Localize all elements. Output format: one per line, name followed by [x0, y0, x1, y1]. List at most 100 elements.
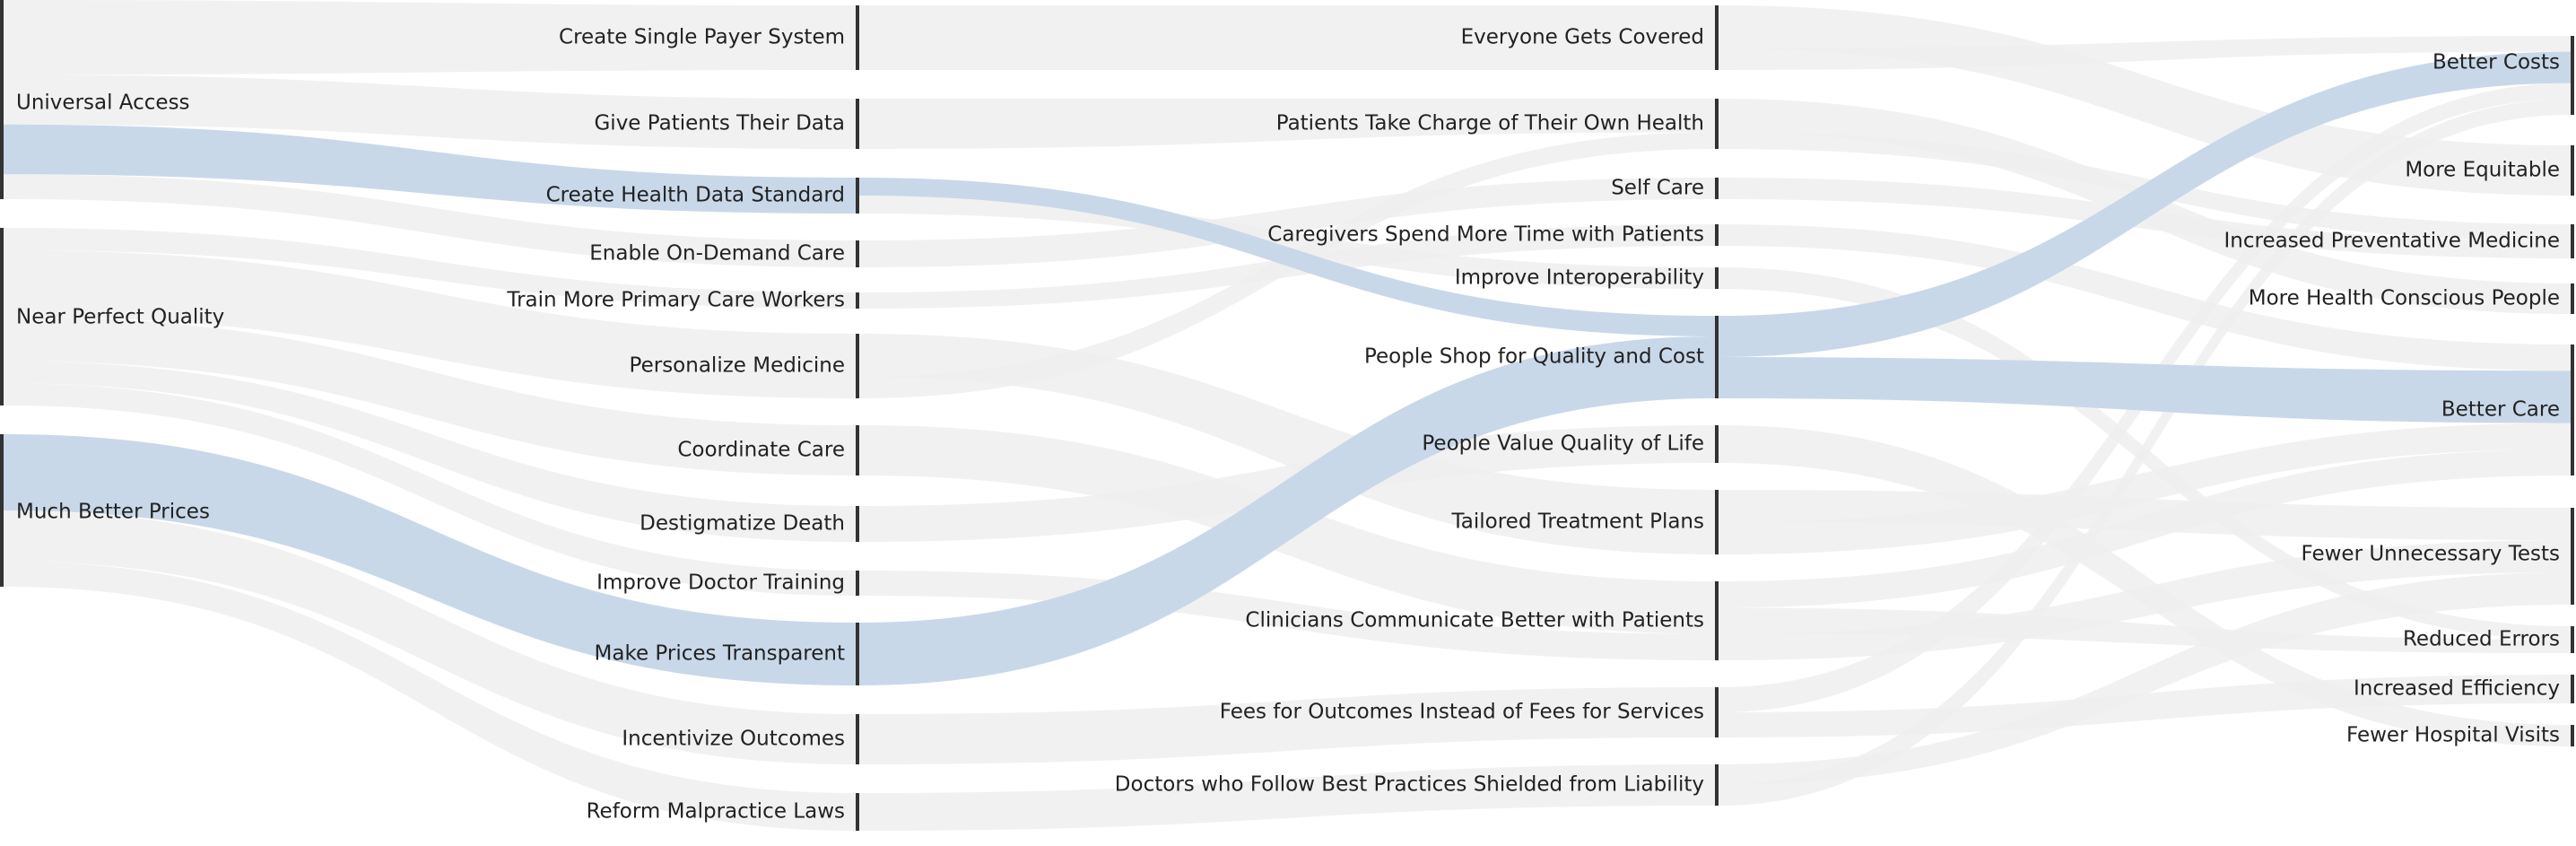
node-label: Personalize Medicine [630, 354, 845, 378]
node-label: Create Health Data Standard [546, 184, 845, 207]
node-make-prices-transparent[interactable]: Make Prices Transparent [595, 623, 859, 685]
node-label: Self Care [1611, 177, 1704, 200]
node-fewer-hospital-visits[interactable]: Fewer Hospital Visits [2346, 724, 2574, 747]
node-label: Tailored Treatment Plans [1451, 510, 1704, 534]
node-fewer-unnecessary-tests[interactable]: Fewer Unnecessary Tests [2302, 508, 2575, 605]
node-coordinate-care[interactable]: Coordinate Care [677, 425, 859, 475]
node-label: Caregivers Spend More Time with Patients [1267, 223, 1704, 247]
node-give-patients-their-data[interactable]: Give Patients Their Data [594, 99, 859, 149]
node-caregivers-spend-more-time[interactable]: Caregivers Spend More Time with Patients [1267, 223, 1719, 247]
node-universal-access[interactable]: Universal Access [0, 0, 190, 199]
link-clinicians-communicate-to-reduced-errors[interactable] [1719, 607, 2571, 653]
link-universal-access-to-create-single-payer-system[interactable] [4, 0, 856, 75]
link-much-better-prices-to-reform-malpractice-laws[interactable] [4, 561, 856, 831]
node-everyone-gets-covered[interactable]: Everyone Gets Covered [1461, 5, 1719, 70]
link-everyone-gets-covered-to-better-costs[interactable] [1719, 36, 2571, 70]
node-incentivize-outcomes[interactable]: Incentivize Outcomes [622, 714, 859, 764]
link-clinicians-communicate-to-better-care[interactable] [1719, 449, 2571, 608]
link-near-perfect-quality-to-train-more-primary-care-workers[interactable] [4, 228, 856, 309]
link-people-shop-to-better-costs[interactable] [1719, 51, 2571, 357]
node-label: Reduced Errors [2403, 628, 2560, 651]
node-tailored-treatment-plans[interactable]: Tailored Treatment Plans [1451, 490, 1719, 554]
link-incentivize-outcomes-to-fees-for-outcomes[interactable] [859, 687, 1715, 764]
node-label: Patients Take Charge of Their Own Health [1276, 112, 1704, 135]
node-people-value-quality-of-life[interactable]: People Value Quality of Life [1422, 425, 1719, 463]
link-near-perfect-quality-to-personalize-medicine[interactable] [4, 249, 856, 398]
link-tailored-treatment-plans-to-better-care[interactable] [1719, 423, 2571, 554]
node-label: Fees for Outcomes Instead of Fees for Se… [1220, 701, 1704, 724]
node-improve-interoperability[interactable]: Improve Interoperability [1455, 266, 1719, 290]
node-bar [1715, 178, 1719, 199]
node-bar [856, 425, 859, 475]
link-create-health-data-standard-to-people-shop[interactable] [859, 178, 1715, 336]
node-label: Improve Doctor Training [596, 571, 845, 595]
link-people-shop-to-better-care[interactable] [1719, 357, 2571, 423]
link-tailored-treatment-plans-to-fewer-unnecessary-tests[interactable] [1719, 490, 2571, 540]
node-reduced-errors[interactable]: Reduced Errors [2403, 626, 2574, 653]
node-label: Enable On-Demand Care [589, 242, 845, 266]
link-near-perfect-quality-to-improve-doctor-training[interactable] [4, 383, 856, 596]
link-universal-access-to-enable-on-demand-care[interactable] [4, 174, 856, 267]
link-near-perfect-quality-to-coordinate-care[interactable] [4, 317, 856, 475]
link-caregivers-spend-more-time-to-better-care[interactable] [1719, 224, 2571, 371]
node-enable-on-demand-care[interactable]: Enable On-Demand Care [589, 240, 859, 267]
link-enable-on-demand-care-to-self-care[interactable] [859, 178, 1715, 267]
link-people-value-quality-of-life-to-fewer-hospital-visits[interactable] [1719, 425, 2571, 746]
node-bar [2571, 725, 2574, 746]
node-much-better-prices[interactable]: Much Better Prices [0, 434, 210, 587]
node-label: Doctors who Follow Best Practices Shield… [1115, 773, 1704, 797]
node-personalize-medicine[interactable]: Personalize Medicine [630, 334, 859, 398]
link-personalize-medicine-to-tailored-treatment-plans[interactable] [859, 334, 1715, 554]
node-clinicians-communicate[interactable]: Clinicians Communicate Better with Patie… [1245, 581, 1719, 660]
node-label: Better Care [2441, 398, 2560, 422]
node-create-health-data-standard[interactable]: Create Health Data Standard [546, 178, 859, 214]
node-bar [2571, 224, 2574, 258]
node-train-more-primary-care-workers[interactable]: Train More Primary Care Workers [506, 289, 859, 312]
link-create-health-data-standard-to-improve-interoperability[interactable] [859, 196, 1715, 289]
link-much-better-prices-to-incentivize-outcomes[interactable] [4, 510, 856, 764]
node-label: People Value Quality of Life [1422, 432, 1704, 456]
node-better-care[interactable]: Better Care [2441, 345, 2574, 475]
node-self-care[interactable]: Self Care [1611, 177, 1719, 200]
node-improve-doctor-training[interactable]: Improve Doctor Training [596, 571, 859, 596]
link-much-better-prices-to-make-prices-transparent[interactable] [4, 434, 856, 685]
link-doctors-shielded-to-better-costs[interactable] [1719, 99, 2571, 806]
link-make-prices-transparent-to-people-shop[interactable] [859, 336, 1715, 685]
node-bar [1715, 267, 1719, 289]
link-create-single-payer-system-to-everyone-gets-covered[interactable] [859, 5, 1715, 70]
link-universal-access-to-give-patients-their-data[interactable] [4, 74, 856, 149]
node-label: Make Prices Transparent [595, 642, 845, 666]
node-label: Train More Primary Care Workers [506, 289, 845, 312]
node-bar [856, 506, 859, 542]
link-reform-malpractice-laws-to-doctors-shielded[interactable] [859, 764, 1715, 831]
node-label: Near Perfect Quality [16, 306, 224, 329]
node-bar [2571, 345, 2574, 475]
link-give-patients-their-data-to-patients-take-charge[interactable] [859, 99, 1715, 149]
node-doctors-shielded[interactable]: Doctors who Follow Best Practices Shield… [1115, 764, 1719, 806]
link-universal-access-to-create-health-data-standard[interactable] [4, 124, 856, 214]
node-bar [0, 228, 4, 406]
node-better-costs[interactable]: Better Costs [2432, 36, 2574, 115]
node-near-perfect-quality[interactable]: Near Perfect Quality [0, 228, 224, 406]
node-patients-take-charge[interactable]: Patients Take Charge of Their Own Health [1276, 99, 1719, 149]
node-label: Destigmatize Death [640, 512, 845, 536]
node-label: Reform Malpractice Laws [587, 800, 845, 824]
node-bar [2571, 283, 2574, 314]
node-destigmatize-death[interactable]: Destigmatize Death [640, 506, 859, 542]
node-people-shop[interactable]: People Shop for Quality and Cost [1364, 316, 1719, 398]
node-label: Fewer Hospital Visits [2346, 724, 2560, 747]
node-label: Increased Efficiency [2354, 677, 2560, 701]
node-more-health-conscious-people[interactable]: More Health Conscious People [2249, 283, 2574, 314]
link-near-perfect-quality-to-destigmatize-death[interactable] [4, 361, 856, 543]
node-create-single-payer-system[interactable]: Create Single Payer System [559, 5, 859, 70]
node-more-equitable[interactable]: More Equitable [2405, 145, 2574, 196]
node-increased-efficiency[interactable]: Increased Efficiency [2354, 675, 2574, 703]
node-label: Much Better Prices [16, 501, 210, 524]
node-increased-preventative-medicine[interactable]: Increased Preventative Medicine [2224, 224, 2575, 258]
node-reform-malpractice-laws[interactable]: Reform Malpractice Laws [587, 793, 859, 831]
node-fees-for-outcomes[interactable]: Fees for Outcomes Instead of Fees for Se… [1220, 687, 1719, 737]
link-doctors-shielded-to-fewer-unnecessary-tests[interactable] [1719, 572, 2571, 785]
node-label: People Shop for Quality and Cost [1364, 345, 1704, 369]
